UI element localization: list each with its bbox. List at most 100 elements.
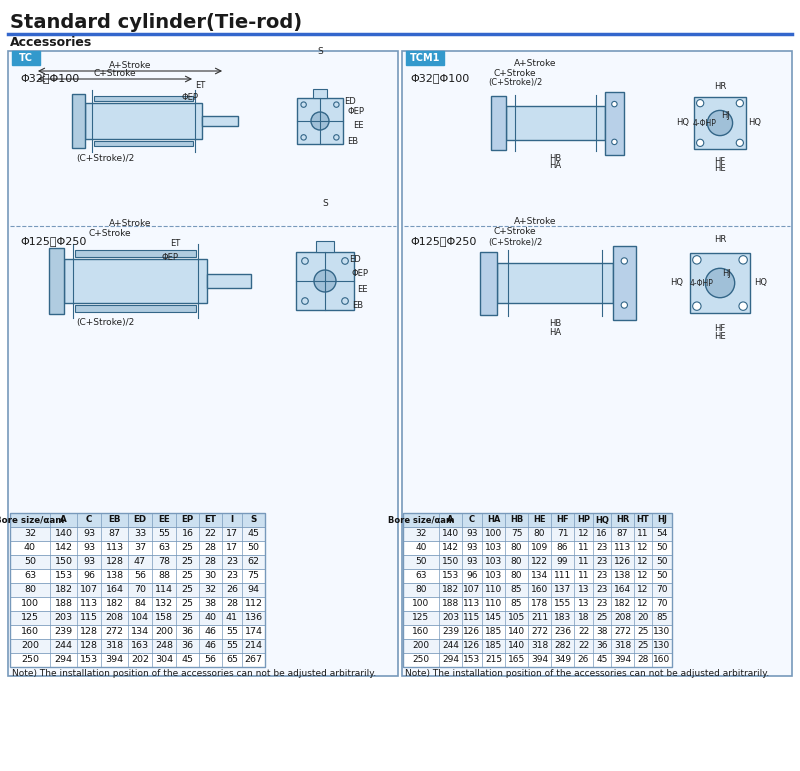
Text: 183: 183 [554, 614, 571, 622]
Bar [207, 274, 251, 288]
Bar [10, 597, 265, 611]
Text: ET: ET [170, 240, 180, 248]
Text: 23: 23 [596, 557, 608, 567]
Text: 88: 88 [158, 571, 170, 581]
Text: 28: 28 [205, 544, 217, 553]
Text: 80: 80 [415, 585, 426, 594]
Circle shape [697, 99, 704, 106]
Bar [8, 51, 398, 676]
Text: 349: 349 [554, 655, 571, 665]
Text: HR: HR [714, 82, 726, 91]
Bar [12, 51, 40, 65]
Text: 93: 93 [83, 557, 95, 567]
Text: 160: 160 [412, 628, 430, 637]
Text: 115: 115 [463, 614, 481, 622]
Text: 244: 244 [442, 641, 459, 651]
Circle shape [707, 110, 733, 136]
Text: A+Stroke: A+Stroke [514, 59, 556, 68]
Text: 188: 188 [54, 600, 73, 608]
Text: 185: 185 [485, 628, 502, 637]
Text: C+Stroke: C+Stroke [89, 228, 131, 237]
Text: 13: 13 [578, 585, 590, 594]
Text: 32: 32 [24, 530, 36, 538]
Text: 239: 239 [54, 628, 73, 637]
Text: C: C [86, 516, 92, 524]
Text: 130: 130 [654, 641, 670, 651]
Text: 103: 103 [485, 557, 502, 567]
Text: 105: 105 [508, 614, 525, 622]
Text: 12: 12 [578, 530, 589, 538]
Text: 22: 22 [578, 628, 589, 637]
Bar [10, 513, 265, 527]
Text: HE: HE [714, 164, 726, 173]
Text: 272: 272 [614, 628, 631, 637]
Text: 47: 47 [134, 557, 146, 567]
Text: ED: ED [349, 254, 361, 264]
Text: 30: 30 [205, 571, 217, 581]
Text: 160: 160 [654, 655, 670, 665]
Text: 23: 23 [226, 571, 238, 581]
Text: 110: 110 [485, 600, 502, 608]
Text: 4-ΦHP: 4-ΦHP [693, 119, 716, 127]
Text: 70: 70 [134, 585, 146, 594]
Text: 215: 215 [485, 655, 502, 665]
Bar [10, 611, 265, 625]
Text: 239: 239 [442, 628, 459, 637]
Text: 182: 182 [54, 585, 73, 594]
Bar [10, 541, 265, 555]
Text: 63: 63 [158, 544, 170, 553]
Text: 33: 33 [134, 530, 146, 538]
Text: 87: 87 [109, 530, 121, 538]
Text: 22: 22 [205, 530, 217, 538]
Text: S: S [250, 516, 257, 524]
Text: 113: 113 [80, 600, 98, 608]
Text: 208: 208 [614, 614, 631, 622]
Text: 318: 318 [614, 641, 631, 651]
Text: 126: 126 [463, 641, 481, 651]
Circle shape [736, 99, 743, 106]
Bar [481, 251, 498, 315]
Text: 75: 75 [247, 571, 259, 581]
Text: (C+Stroke)/2: (C+Stroke)/2 [76, 154, 134, 163]
Text: HA: HA [549, 328, 561, 337]
Text: 394: 394 [531, 655, 548, 665]
Text: 126: 126 [463, 628, 481, 637]
Text: 23: 23 [596, 571, 608, 581]
Bar [403, 541, 672, 555]
Text: 41: 41 [226, 614, 238, 622]
Text: HJ: HJ [657, 516, 667, 524]
Text: HQ: HQ [677, 119, 690, 127]
Text: 107: 107 [463, 585, 481, 594]
Text: 93: 93 [466, 530, 478, 538]
Text: HB: HB [549, 319, 561, 328]
Text: C+Stroke: C+Stroke [494, 227, 536, 235]
Text: ΦEP: ΦEP [351, 268, 369, 278]
Bar [10, 639, 265, 653]
Text: 214: 214 [245, 641, 262, 651]
Text: 115: 115 [80, 614, 98, 622]
Text: 65: 65 [226, 655, 238, 665]
Bar [94, 96, 193, 101]
Text: 40: 40 [205, 614, 217, 622]
Text: Note) The installation position of the accessories can not be adjusted arbitrari: Note) The installation position of the a… [12, 669, 376, 678]
Text: 128: 128 [80, 641, 98, 651]
Text: S: S [317, 46, 323, 56]
Text: 113: 113 [463, 600, 481, 608]
Text: 50: 50 [24, 557, 36, 567]
Text: 50: 50 [247, 544, 259, 553]
Bar [10, 555, 265, 569]
Text: 85: 85 [656, 614, 668, 622]
Text: 50: 50 [656, 571, 668, 581]
Text: 318: 318 [106, 641, 123, 651]
Bar [75, 251, 196, 257]
Text: 136: 136 [245, 614, 262, 622]
Text: 36: 36 [596, 641, 608, 651]
Text: 103: 103 [485, 544, 502, 553]
Text: 100: 100 [21, 600, 39, 608]
Text: EB: EB [108, 516, 121, 524]
Text: 394: 394 [614, 655, 631, 665]
Text: 84: 84 [134, 600, 146, 608]
Text: A: A [60, 516, 67, 524]
Text: A: A [447, 516, 454, 524]
Text: (C+Stroke)/2: (C+Stroke)/2 [76, 318, 134, 328]
